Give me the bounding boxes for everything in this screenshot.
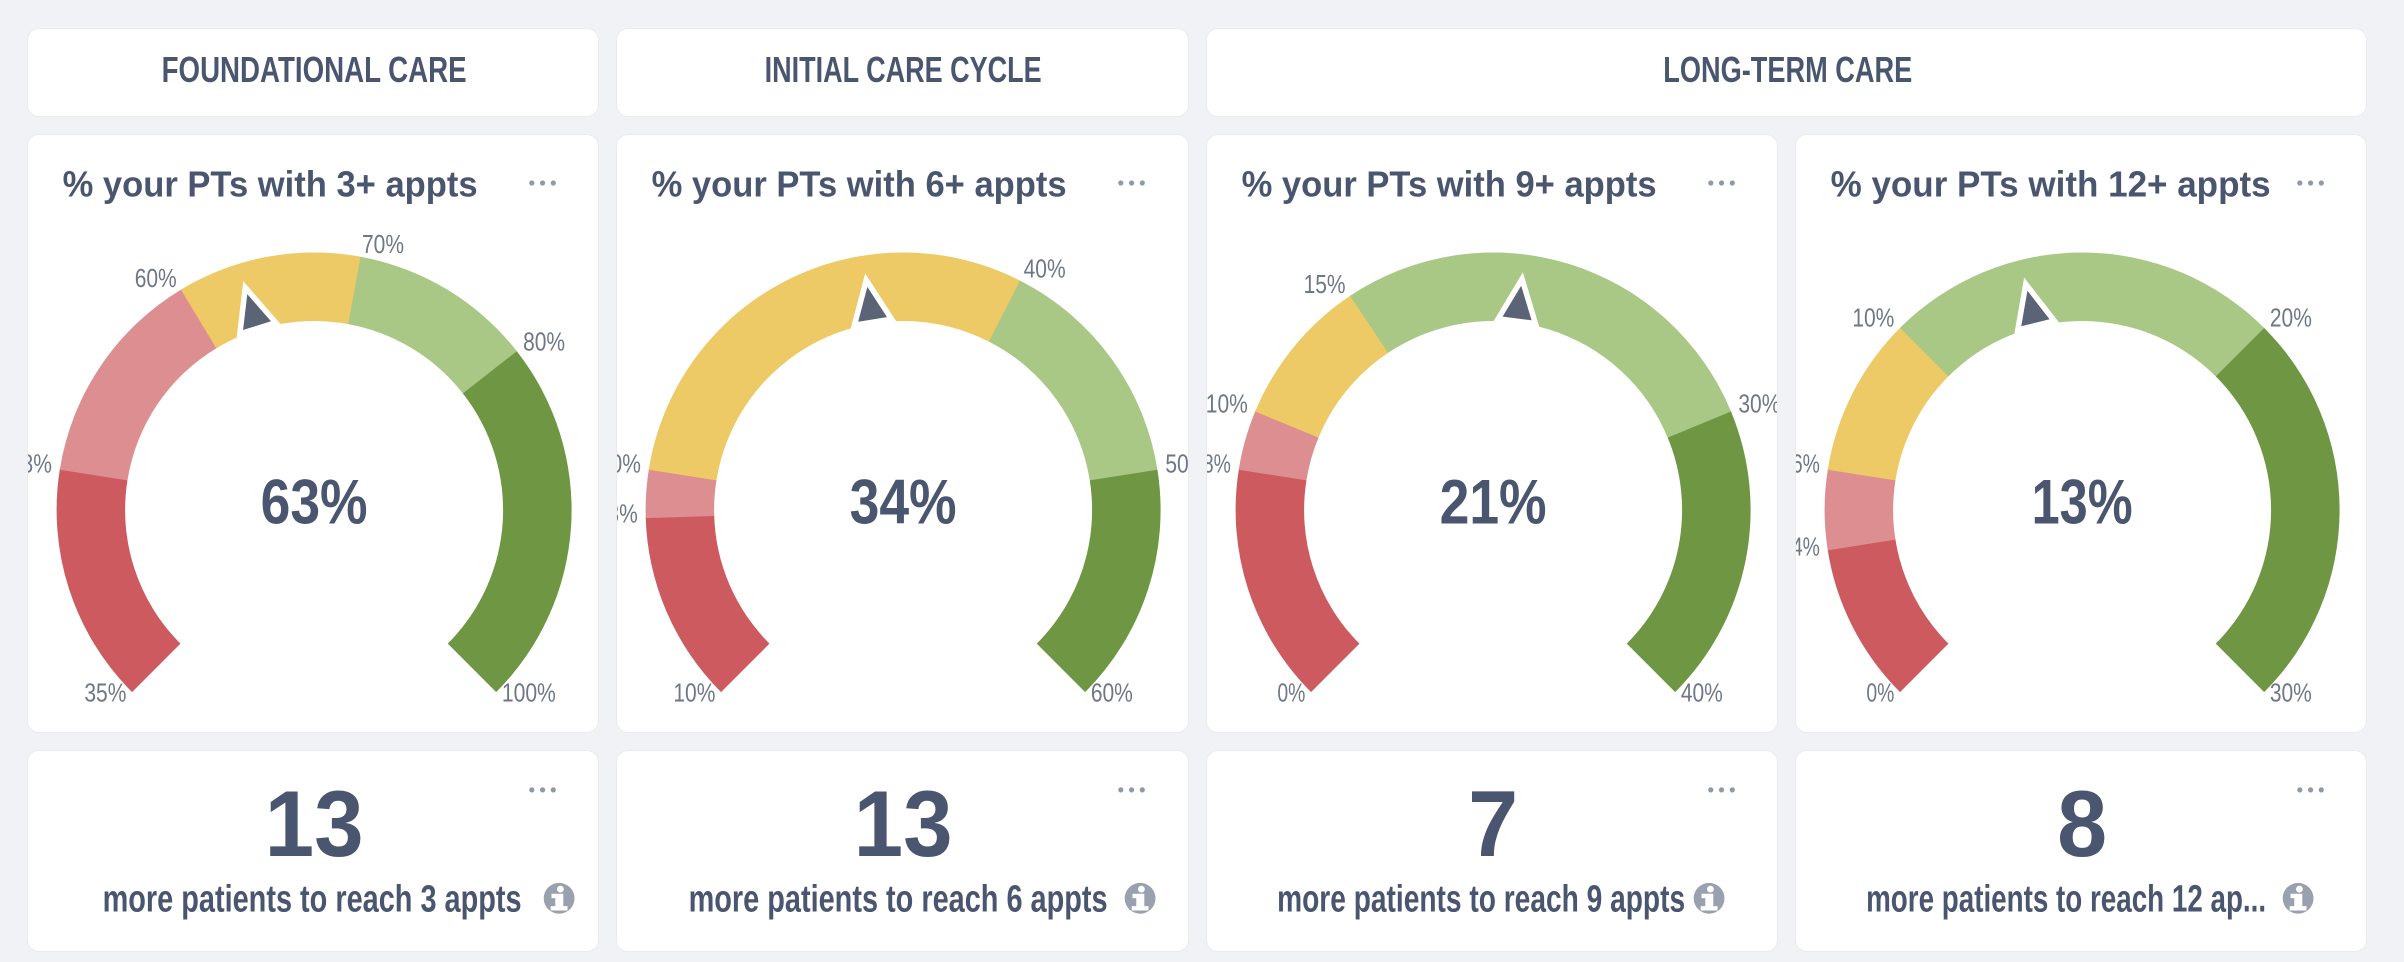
svg-text:% your PTs with 12+ appts: % your PTs with 12+ appts — [1830, 163, 2270, 204]
svg-text:13: 13 — [265, 771, 364, 876]
svg-text:30%: 30% — [1738, 388, 1778, 418]
svg-text:more patients to reach 3 appts: more patients to reach 3 appts — [103, 878, 522, 920]
svg-text:100%: 100% — [502, 677, 556, 707]
svg-text:% your PTs with 6+ appts: % your PTs with 6+ appts — [652, 163, 1067, 204]
svg-text:FOUNDATIONAL CARE: FOUNDATIONAL CARE — [162, 49, 467, 90]
svg-text:15%: 15% — [1303, 269, 1345, 299]
svg-text:80%: 80% — [523, 326, 565, 356]
svg-text:0%: 0% — [1277, 677, 1305, 707]
svg-text:0%: 0% — [1866, 677, 1894, 707]
svg-text:35%: 35% — [84, 677, 126, 707]
svg-text:8: 8 — [2057, 771, 2107, 876]
svg-text:INITIAL CARE CYCLE: INITIAL CARE CYCLE — [765, 49, 1042, 90]
svg-text:8%: 8% — [1207, 448, 1231, 478]
svg-text:60%: 60% — [135, 262, 177, 292]
svg-text:60%: 60% — [1091, 677, 1133, 707]
svg-text:10%: 10% — [1207, 388, 1248, 418]
svg-text:30%: 30% — [2270, 677, 2312, 707]
svg-text:13%: 13% — [2031, 467, 2132, 537]
svg-text:% your PTs with 3+ appts: % your PTs with 3+ appts — [63, 163, 478, 204]
svg-text:48%: 48% — [28, 448, 52, 478]
svg-text:63%: 63% — [261, 467, 368, 537]
svg-text:4%: 4% — [1796, 531, 1820, 561]
svg-text:40%: 40% — [1024, 253, 1066, 283]
svg-text:10%: 10% — [1852, 302, 1894, 332]
svg-text:% your PTs with 9+ appts: % your PTs with 9+ appts — [1241, 163, 1656, 204]
svg-text:7: 7 — [1468, 771, 1518, 876]
svg-text:more patients to reach 9 appts: more patients to reach 9 appts — [1277, 878, 1685, 920]
svg-text:34%: 34% — [850, 467, 957, 537]
svg-text:50%: 50% — [1166, 448, 1189, 478]
svg-text:6%: 6% — [1796, 448, 1820, 478]
svg-text:70%: 70% — [362, 228, 404, 258]
svg-text:18%: 18% — [617, 498, 638, 528]
svg-text:more patients to reach 12 ap..: more patients to reach 12 ap... — [1866, 878, 2266, 920]
svg-text:10%: 10% — [674, 677, 716, 707]
svg-text:13: 13 — [854, 771, 953, 876]
svg-text:LONG-TERM CARE: LONG-TERM CARE — [1663, 49, 1912, 90]
svg-text:40%: 40% — [1680, 677, 1722, 707]
svg-text:20%: 20% — [2270, 302, 2312, 332]
svg-text:21%: 21% — [1439, 467, 1546, 537]
svg-text:20%: 20% — [617, 448, 641, 478]
svg-text:more patients to reach 6 appts: more patients to reach 6 appts — [689, 878, 1108, 920]
